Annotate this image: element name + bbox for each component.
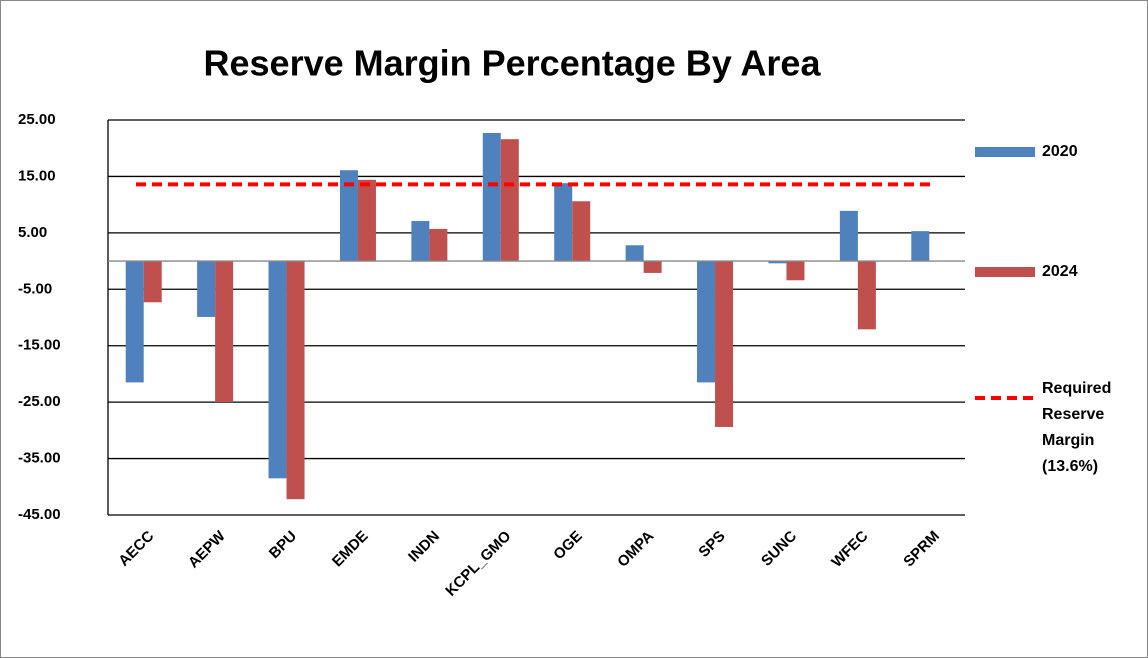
y-tick-label: 25.00: [18, 111, 56, 128]
bar: [643, 261, 662, 273]
bar: [357, 179, 376, 262]
y-tick-label: -25.00: [18, 393, 61, 410]
y-tick-label: -15.00: [18, 337, 61, 354]
bar: [554, 183, 573, 262]
bar: [625, 245, 644, 262]
bar: [339, 170, 358, 262]
bar: [911, 231, 930, 262]
bar: [143, 261, 162, 303]
bar: [429, 228, 448, 262]
bar: [268, 261, 287, 479]
legend-swatch: [975, 267, 1035, 277]
y-tick-label: -45.00: [18, 506, 61, 523]
bar: [411, 221, 430, 262]
legend-label: 2024: [1042, 263, 1078, 280]
bar: [215, 261, 234, 403]
bar: [286, 261, 305, 500]
legend-swatch: [975, 147, 1035, 157]
y-tick-label: 15.00: [18, 167, 56, 184]
bar: [839, 210, 858, 262]
y-tick-label: -5.00: [18, 280, 52, 297]
bar: [715, 261, 734, 427]
y-tick-label: 5.00: [18, 224, 47, 241]
bar: [197, 261, 216, 317]
y-tick-label: -35.00: [18, 450, 61, 467]
legend-label: Required Reserve Margin (13.6%): [1042, 380, 1112, 475]
bar: [768, 261, 787, 264]
bar: [857, 261, 876, 330]
bar: [786, 261, 805, 281]
bar: [482, 132, 501, 262]
legend-label: 2020: [1042, 143, 1078, 160]
bar: [500, 139, 519, 262]
chart-title: Reserve Margin Percentage By Area: [204, 43, 822, 84]
bar: [125, 261, 144, 383]
legend-label-box: Required Reserve Margin (13.6%): [1042, 380, 1112, 475]
bar: [572, 201, 591, 262]
bar: [697, 261, 716, 383]
